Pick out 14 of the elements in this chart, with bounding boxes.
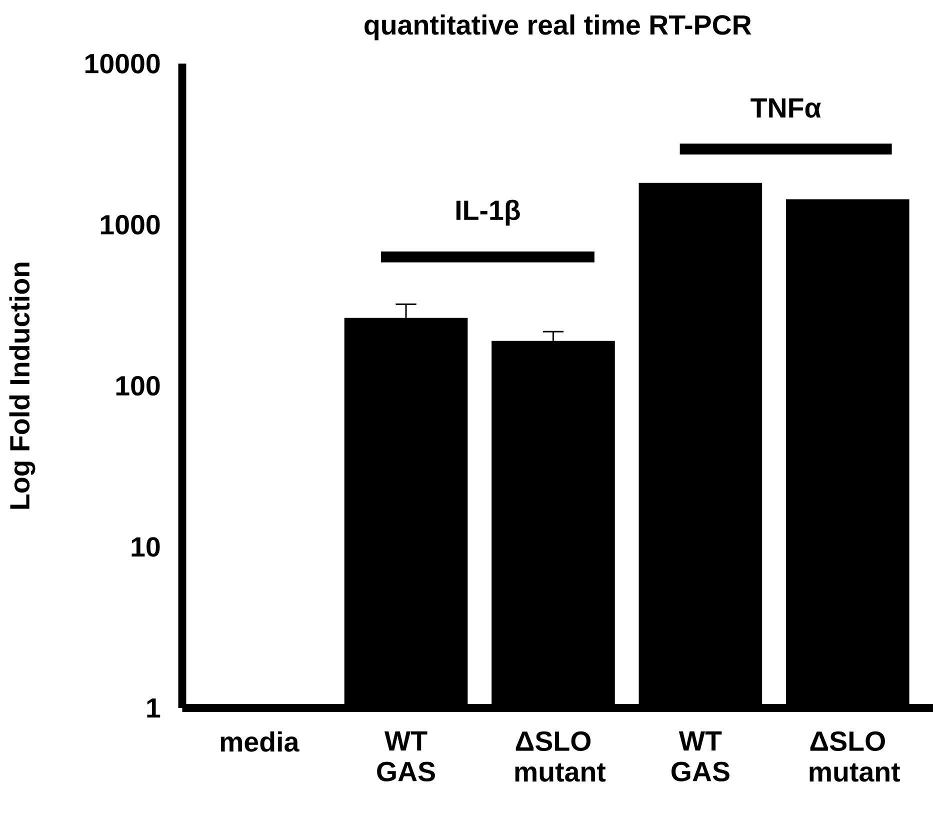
x-tick-label: media — [220, 731, 300, 752]
y-tick-label: 10 — [132, 536, 160, 557]
y-tick-label: 1 — [147, 698, 160, 718]
x-tick-label: ΔSLO mutant — [515, 731, 606, 782]
x-tick-label: WT GAS — [672, 731, 730, 782]
y-axis-title: Log Fold Induction — [9, 262, 36, 509]
annotation: IL-1β — [456, 200, 520, 226]
annotation: TNFα — [750, 98, 822, 118]
y-tick-label: 10000 — [85, 54, 160, 74]
y-tick-label: 100 — [116, 376, 160, 396]
y-tick-label: 1000 — [100, 214, 160, 234]
x-tick-label: WT GAS — [377, 731, 435, 782]
chart-title: quantitative real time RT-PCR — [364, 14, 752, 40]
x-tick-label: ΔSLO mutant — [810, 731, 900, 782]
